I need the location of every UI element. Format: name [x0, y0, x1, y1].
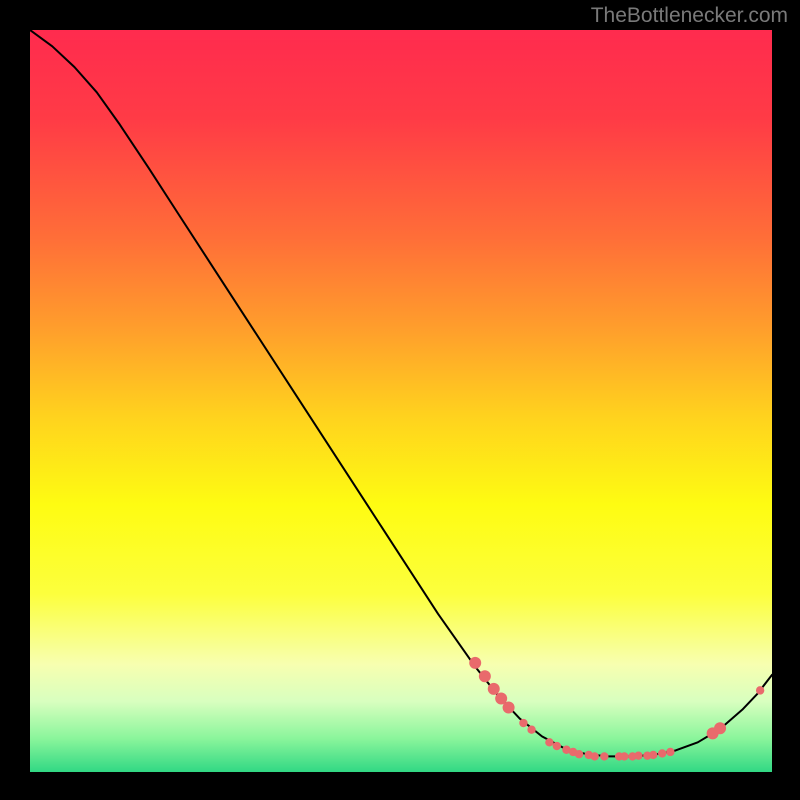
data-marker: [545, 738, 553, 746]
data-marker: [756, 686, 764, 694]
data-marker: [488, 683, 500, 695]
data-marker: [503, 701, 515, 713]
data-marker: [575, 750, 583, 758]
data-marker: [519, 719, 527, 727]
plot-area: [30, 30, 772, 772]
data-marker: [649, 751, 657, 759]
data-marker: [658, 749, 666, 757]
data-marker: [553, 742, 561, 750]
data-marker: [590, 752, 598, 760]
watermark-label: TheBottlenecker.com: [591, 4, 788, 28]
data-marker: [479, 670, 491, 682]
data-marker: [620, 752, 628, 760]
bottleneck-curve: [30, 30, 772, 756]
data-marker: [527, 726, 535, 734]
chart-frame: TheBottlenecker.com: [0, 0, 800, 800]
data-marker: [666, 748, 674, 756]
data-marker: [469, 657, 481, 669]
data-marker: [714, 722, 726, 734]
chart-svg-layer: [30, 30, 772, 772]
data-marker: [600, 752, 608, 760]
data-marker: [634, 751, 642, 759]
